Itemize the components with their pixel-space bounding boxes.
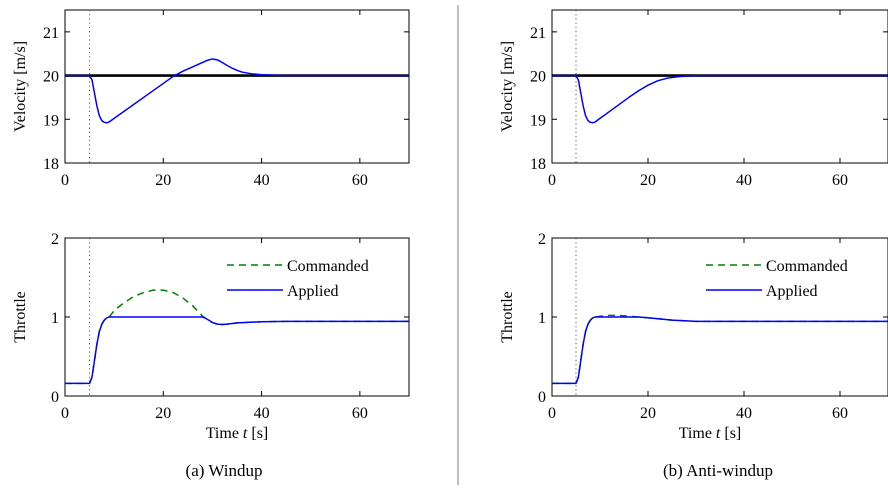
x-tick-label: 20 [155, 172, 171, 189]
series-group [552, 74, 888, 124]
commanded-line [65, 289, 409, 385]
y-tick-label: 18 [43, 156, 59, 173]
y-tick-label: 0 [538, 389, 546, 406]
y-tick-label: 1 [51, 310, 59, 327]
chart-panel-b-throttle: 0 20 40 60 0 1 2 Throttle Time t [s] Commanded App… [499, 231, 888, 442]
legend-label: Commanded [287, 258, 369, 275]
commanded-line [552, 314, 888, 385]
y-tick-label: 1 [538, 310, 546, 327]
y-tick-label: 19 [530, 112, 546, 129]
series-group [65, 289, 409, 385]
x-tick-label: 40 [254, 172, 270, 189]
x-tick-label: 0 [61, 405, 69, 422]
x-tick-label: 60 [352, 405, 368, 422]
x-tick-label: 20 [155, 405, 171, 422]
y-axis-title: Velocity [m/s] [12, 41, 29, 132]
y-tick-label: 2 [51, 231, 59, 248]
chart-panel-a-throttle: 0 20 40 60 0 1 2 Throttle Time t [s] Commanded App… [12, 231, 410, 442]
y-tick-label: 2 [538, 231, 546, 248]
x-tick-label: 0 [548, 405, 556, 422]
plot-frame [64, 9, 410, 164]
x-tick-label: 60 [352, 172, 368, 189]
y-axis-title: Throttle [12, 291, 29, 343]
y-tick-label: 19 [43, 112, 59, 129]
legend-label: Applied [766, 283, 818, 300]
y-tick-label: 20 [530, 69, 546, 86]
x-tick-label: 40 [736, 172, 752, 189]
x-tick-label: 60 [832, 405, 848, 422]
velocity-line [552, 74, 888, 124]
x-axis-title: Time t [s] [679, 425, 742, 442]
plot-frame [551, 9, 888, 164]
legend: Commanded Applied [227, 258, 369, 300]
y-tick-label: 21 [43, 25, 59, 42]
y-axis-title: Throttle [499, 291, 516, 343]
velocity-line [65, 58, 409, 124]
applied-line [552, 316, 888, 385]
x-tick-label: 20 [640, 172, 656, 189]
legend-label: Commanded [766, 258, 848, 275]
x-tick-label: 40 [736, 405, 752, 422]
x-tick-label: 0 [548, 172, 556, 189]
caption-windup: (a) Windup [186, 461, 263, 480]
x-tick-label: 0 [61, 172, 69, 189]
y-tick-label: 18 [530, 156, 546, 173]
x-tick-label: 20 [640, 405, 656, 422]
y-tick-label: 0 [51, 389, 59, 406]
chart-panel-b-velocity: 0 20 40 60 18 19 20 21 Velocity [m/s] [499, 9, 888, 189]
series-group [65, 58, 409, 124]
y-tick-label: 21 [530, 25, 546, 42]
y-axis-title: Velocity [m/s] [499, 41, 516, 132]
series-group [552, 314, 888, 385]
y-tick-label: 20 [43, 69, 59, 86]
chart-panel-a-velocity: 0 20 40 60 18 19 20 21 Velocity [m/s] [12, 9, 410, 189]
legend-label: Applied [287, 283, 339, 300]
caption-anti-windup: (b) Anti-windup [663, 461, 773, 480]
legend: Commanded Applied [706, 258, 848, 300]
applied-line [65, 316, 409, 385]
x-tick-label: 60 [832, 172, 848, 189]
x-tick-label: 40 [254, 405, 270, 422]
x-axis-title: Time t [s] [206, 425, 269, 442]
